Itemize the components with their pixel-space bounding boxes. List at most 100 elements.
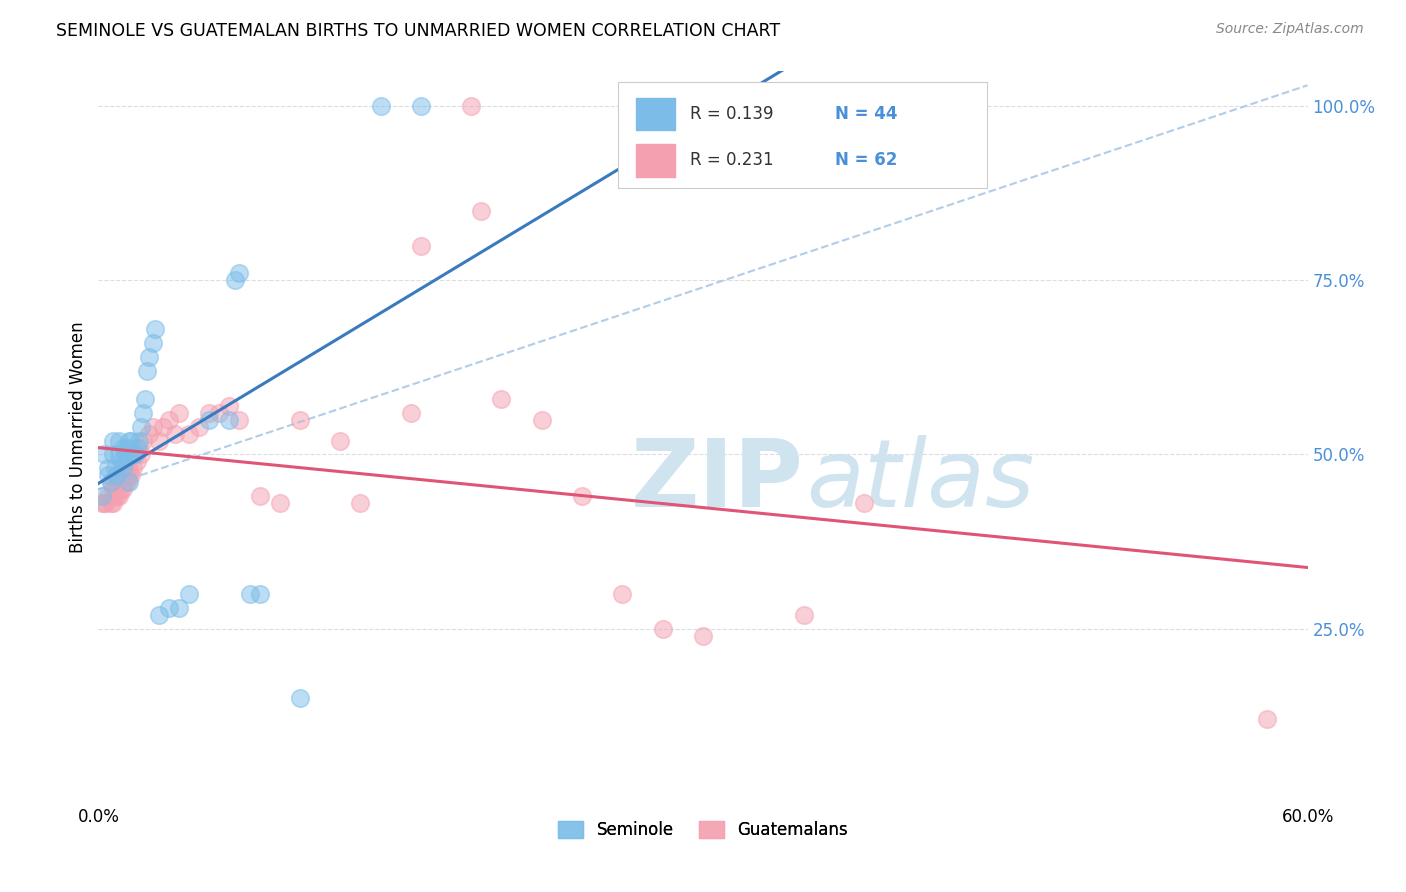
Point xyxy=(101,496,124,510)
Legend: Seminole, Guatemalans: Seminole, Guatemalans xyxy=(551,814,855,846)
Point xyxy=(118,434,141,448)
Point xyxy=(110,454,132,468)
Point xyxy=(107,434,129,448)
Point xyxy=(118,468,141,483)
Point xyxy=(121,448,143,462)
FancyBboxPatch shape xyxy=(637,97,675,130)
Point xyxy=(103,475,125,490)
Point xyxy=(124,448,146,462)
Point xyxy=(224,273,246,287)
Point xyxy=(114,461,136,475)
Point xyxy=(107,448,129,462)
Point xyxy=(198,412,221,426)
Point xyxy=(97,489,120,503)
Point xyxy=(470,203,492,218)
Point xyxy=(157,412,180,426)
Point xyxy=(115,475,138,490)
Y-axis label: Births to Unmarried Women: Births to Unmarried Women xyxy=(69,321,87,553)
Point xyxy=(370,99,392,113)
Point xyxy=(114,454,136,468)
Point xyxy=(571,489,593,503)
Text: N = 62: N = 62 xyxy=(835,152,897,169)
Point xyxy=(138,426,160,441)
Point xyxy=(409,238,432,252)
Point xyxy=(148,434,170,448)
Text: R = 0.231: R = 0.231 xyxy=(690,152,773,169)
Point xyxy=(110,483,132,497)
Point xyxy=(853,496,876,510)
Point xyxy=(132,434,155,448)
Point xyxy=(188,419,211,434)
Point xyxy=(288,691,311,706)
Point xyxy=(111,441,134,455)
Point xyxy=(97,468,120,483)
Point xyxy=(491,392,513,406)
Point xyxy=(111,468,134,483)
Point xyxy=(167,600,190,615)
Point xyxy=(114,475,136,490)
FancyBboxPatch shape xyxy=(637,144,675,177)
Point xyxy=(93,448,115,462)
Point xyxy=(107,489,129,503)
Text: N = 44: N = 44 xyxy=(835,105,897,123)
Point xyxy=(134,392,156,406)
Point xyxy=(115,441,138,455)
Point xyxy=(651,622,673,636)
Point xyxy=(329,434,352,448)
Point xyxy=(218,412,240,426)
Point xyxy=(163,426,186,441)
Point xyxy=(97,461,120,475)
Point xyxy=(132,406,155,420)
Point xyxy=(101,434,124,448)
Point xyxy=(530,412,553,426)
Point xyxy=(138,350,160,364)
Point xyxy=(118,461,141,475)
Point xyxy=(167,406,190,420)
Point xyxy=(129,419,152,434)
Text: R = 0.139: R = 0.139 xyxy=(690,105,773,123)
Point xyxy=(460,99,482,113)
Point xyxy=(612,587,634,601)
Point xyxy=(269,496,291,510)
Point xyxy=(101,448,124,462)
Point xyxy=(121,461,143,475)
Point xyxy=(135,364,157,378)
Point xyxy=(249,489,271,503)
Point xyxy=(100,496,122,510)
Point xyxy=(105,489,128,503)
Point xyxy=(1256,712,1278,726)
Point xyxy=(115,461,138,475)
Point xyxy=(124,448,146,462)
Point xyxy=(107,475,129,490)
Text: SEMINOLE VS GUATEMALAN BIRTHS TO UNMARRIED WOMEN CORRELATION CHART: SEMINOLE VS GUATEMALAN BIRTHS TO UNMARRI… xyxy=(56,22,780,40)
Point xyxy=(93,496,115,510)
Point xyxy=(111,483,134,497)
Point xyxy=(105,468,128,483)
Point xyxy=(101,483,124,497)
Point xyxy=(110,468,132,483)
Text: Source: ZipAtlas.com: Source: ZipAtlas.com xyxy=(1216,22,1364,37)
Point xyxy=(100,475,122,490)
Point xyxy=(128,441,150,455)
Point xyxy=(198,406,221,420)
Point xyxy=(128,434,150,448)
Point xyxy=(125,454,148,468)
Point xyxy=(91,489,114,503)
Point xyxy=(142,336,165,351)
Point xyxy=(239,587,262,601)
Point xyxy=(179,426,201,441)
Point xyxy=(103,461,125,475)
Point xyxy=(105,468,128,483)
Point xyxy=(152,419,174,434)
Point xyxy=(208,406,231,420)
Point xyxy=(91,496,114,510)
Point xyxy=(125,441,148,455)
Point xyxy=(249,587,271,601)
Point xyxy=(118,475,141,490)
Point xyxy=(142,419,165,434)
Point xyxy=(218,399,240,413)
Point xyxy=(228,412,250,426)
Point xyxy=(120,434,142,448)
Point xyxy=(288,412,311,426)
FancyBboxPatch shape xyxy=(619,82,987,188)
